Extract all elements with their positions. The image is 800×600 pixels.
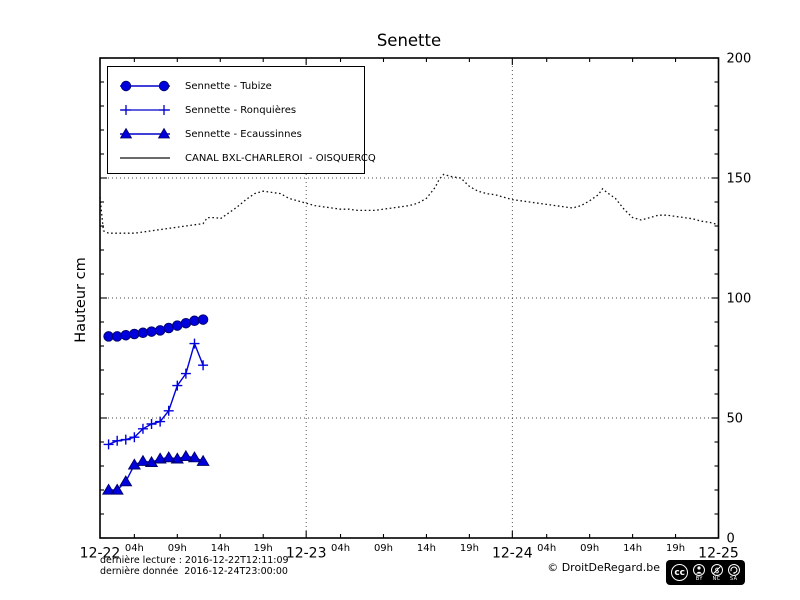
circle-marker <box>154 325 166 336</box>
circle-marker <box>172 320 183 331</box>
legend: Sennette - Tubize Sennette - Ronquières … <box>107 66 376 174</box>
circle-marker <box>197 314 209 325</box>
x-day-label: 12-24 <box>492 546 533 562</box>
circle-marker <box>189 315 200 327</box>
legend-label: Sennette - Tubize <box>185 80 272 92</box>
circle-marker <box>137 327 149 339</box>
y-tick-label: 150 <box>727 172 752 187</box>
cc-sa-label: SA <box>729 575 738 582</box>
plus-markers <box>103 338 209 450</box>
plus-marker-icon <box>120 105 170 115</box>
circle-marker <box>146 326 157 337</box>
cc-nc-label: NC <box>712 575 721 582</box>
x-day-label: 12-25 <box>698 546 739 562</box>
legend-label: CANAL BXL-CHARLEROI - OISQUERCQ <box>185 152 376 164</box>
footer-last-reading: dernière lecture : 2016-12-22T12:11:09 <box>100 555 289 566</box>
copyright-text: © DroitDeRegard.be <box>547 561 660 574</box>
series-line-1 <box>108 341 204 446</box>
legend-item-tubize: Sennette - Tubize <box>108 74 364 98</box>
legend-item-ronquieres: Sennette - Ronquières <box>108 98 364 122</box>
circle-marker <box>129 328 140 340</box>
y-axis-title: Hauteur cm <box>73 257 89 343</box>
x-day-label: 12-23 <box>286 546 327 562</box>
legend-label: Sennette - Ecaussinnes <box>185 128 302 140</box>
footer-last-data: dernière donnée 2016-12-24T23:00:00 <box>100 566 288 577</box>
circle-marker <box>163 322 174 334</box>
x-hour-label: 14h <box>623 543 642 554</box>
x-hour-label: 04h <box>125 543 144 554</box>
circle-marker <box>111 331 123 342</box>
triangle-marker-icon <box>119 127 171 139</box>
circle-marker <box>180 317 192 329</box>
y-tick-label: 0 <box>727 532 735 547</box>
x-hour-label: 14h <box>417 543 436 554</box>
x-hour-label: 09h <box>374 543 393 554</box>
y-tick-label: 50 <box>727 412 744 427</box>
cc-license-badge: cc BY $ NC <box>666 560 745 585</box>
cc-by-item: BY <box>693 563 706 582</box>
legend-item-ecaussinnes: Sennette - Ecaussinnes <box>108 122 364 146</box>
no-dollar-icon: $ <box>710 563 723 576</box>
circle-marker <box>120 329 132 341</box>
share-alike-arrow-icon <box>727 563 740 576</box>
cc-by-label: BY <box>695 575 703 582</box>
triangle-markers <box>102 449 210 495</box>
x-hour-label: 19h <box>666 543 685 554</box>
x-hour-label: 09h <box>168 543 187 554</box>
circle-marker-icon <box>120 80 170 92</box>
chart-title: Senette <box>376 31 442 50</box>
x-hour-label: 14h <box>211 543 230 554</box>
x-hour-label: 19h <box>254 543 273 554</box>
cc-logo-icon: cc <box>671 564 689 581</box>
series-line-3 <box>99 173 719 234</box>
x-hour-label: 19h <box>460 543 479 554</box>
x-hour-label: 04h <box>331 543 350 554</box>
legend-item-canal: CANAL BXL-CHARLEROI - OISQUERCQ <box>108 146 376 170</box>
person-icon <box>693 563 706 576</box>
cc-nc-item: $ NC <box>710 563 723 582</box>
cc-sa-item: SA <box>727 563 740 582</box>
solid-line-icon <box>120 157 170 159</box>
legend-label: Sennette - Ronquières <box>185 104 297 116</box>
y-tick-label: 100 <box>727 292 752 307</box>
x-day-label: 12-22 <box>80 546 121 562</box>
x-hour-label: 09h <box>580 543 599 554</box>
y-tick-label: 200 <box>727 52 752 67</box>
x-hour-label: 04h <box>537 543 556 554</box>
